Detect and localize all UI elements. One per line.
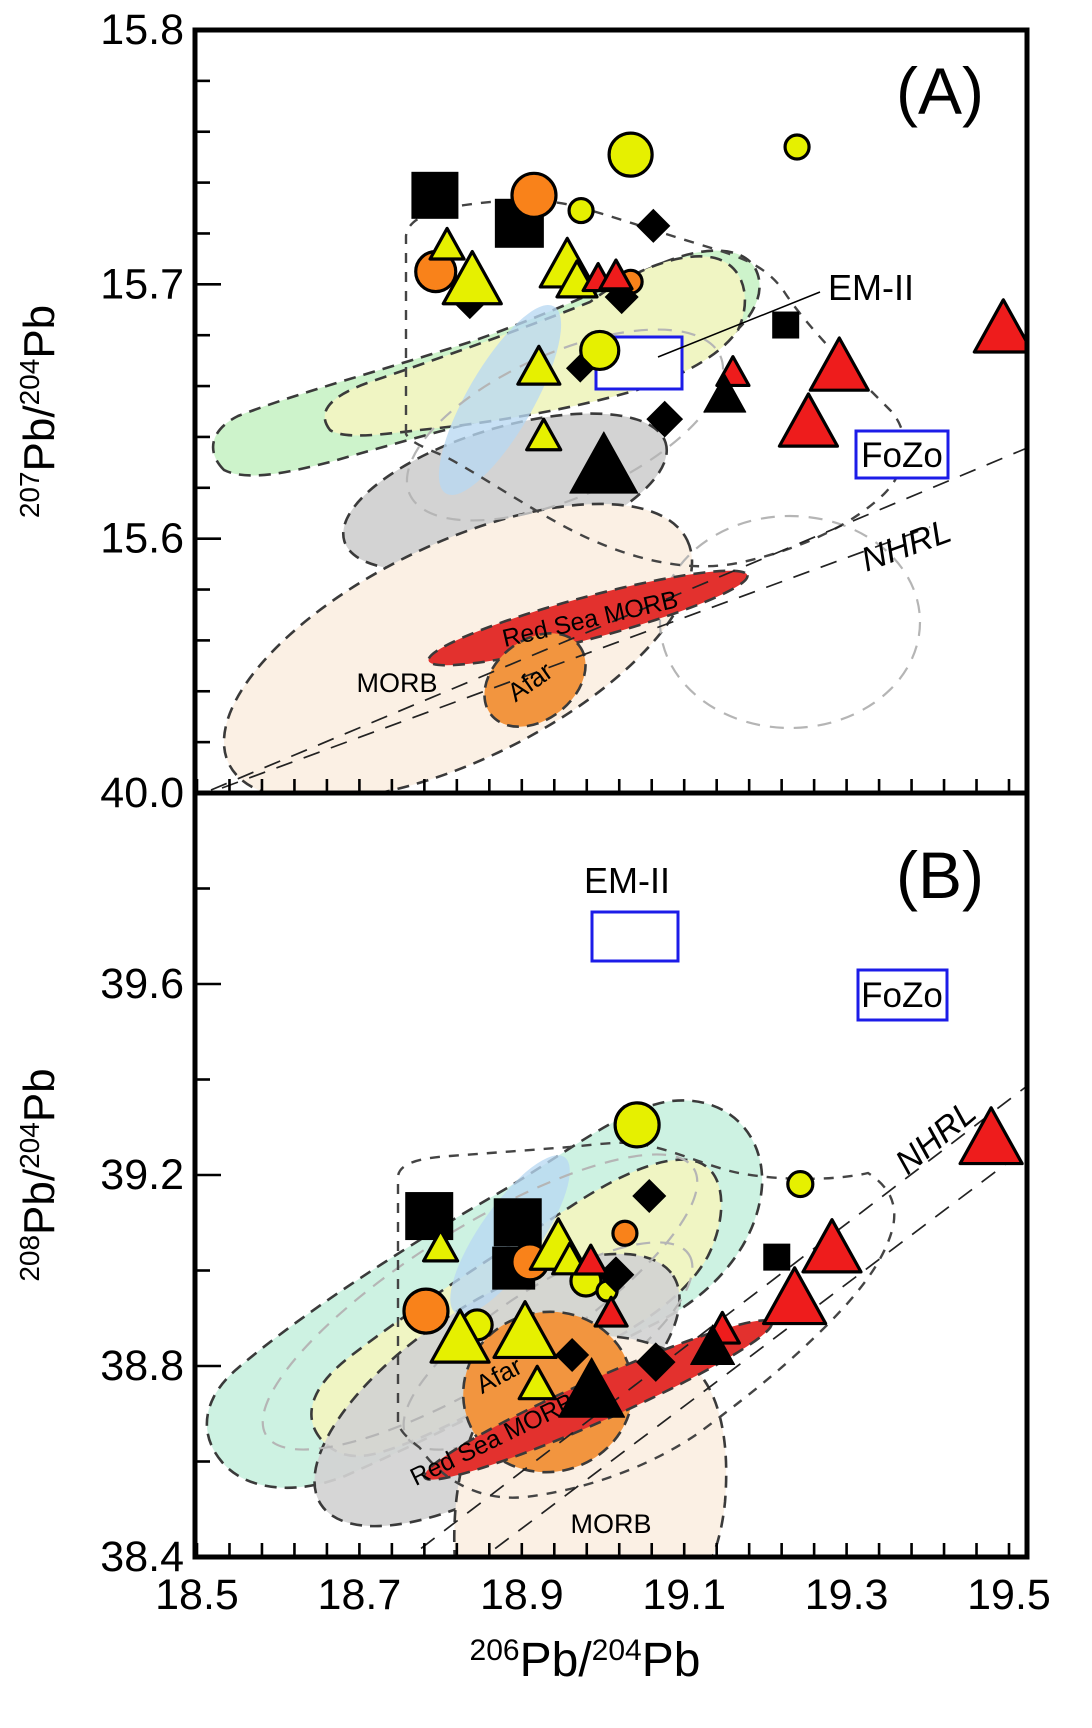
label-morb: MORB <box>357 668 438 698</box>
marker-red-triangle <box>598 258 634 291</box>
marker-red-triangle <box>808 336 870 392</box>
marker-black-diamond <box>636 1342 676 1382</box>
marker-black-square <box>772 311 800 339</box>
y-axis-title-b: 208Pb/204Pb <box>14 1068 64 1281</box>
label-em-ii: EM-II <box>828 267 914 308</box>
marker-yellow-circle <box>786 1169 815 1199</box>
marker-yellow-triangle <box>429 1308 491 1364</box>
y-tick-label: 15.6 <box>100 515 184 563</box>
y-tick-label: 15.7 <box>100 260 184 308</box>
marker-red-triangle <box>958 1106 1024 1166</box>
x-tick-label: 18.7 <box>318 1571 402 1619</box>
sample-outline <box>396 1141 896 1499</box>
marker-orange-circle <box>510 171 558 219</box>
marker-black-square <box>405 1192 454 1241</box>
marker-black-diamond <box>646 400 684 438</box>
field-afar-field <box>483 631 587 729</box>
marker-yellow-triangle <box>516 344 562 386</box>
marker-yellow-circle <box>613 1101 661 1149</box>
marker-yellow-circle <box>783 133 811 161</box>
fozo-box <box>856 968 949 1022</box>
ticks-a <box>195 28 1011 795</box>
x-axis-title: 206Pb/204Pb <box>470 1634 701 1687</box>
series-black-triangle <box>558 1324 736 1418</box>
field-blue-field <box>438 305 562 495</box>
y-tick-label: 15.8 <box>100 6 184 54</box>
y-tick-label: 38.8 <box>100 1342 184 1390</box>
series-black-diamond <box>555 1178 676 1382</box>
label-fozo: FoZo <box>861 976 943 1015</box>
marker-red-triangle <box>777 392 840 448</box>
marker-black-diamond <box>632 1178 667 1214</box>
x-tick-label: 19.1 <box>642 1571 726 1619</box>
marker-black-triangle <box>690 1324 736 1365</box>
marker-black-diamond <box>555 1337 590 1373</box>
marker-black-square <box>493 1198 542 1247</box>
label-em-ii: EM-II <box>584 860 670 901</box>
marker-yellow-triangle <box>441 249 503 306</box>
y-tick-label: 40.0 <box>100 769 184 817</box>
marker-yellow-circle <box>567 196 595 225</box>
x-tick-label: 19.3 <box>805 1571 889 1619</box>
marker-black-diamond <box>565 353 595 383</box>
marker-orange-circle <box>611 1219 639 1247</box>
series-yellow-triangle <box>422 1217 589 1401</box>
field-inner-lightgray-circle <box>658 514 922 730</box>
marker-yellow-triangle <box>428 226 466 261</box>
fozo-box <box>854 429 950 480</box>
x-tick-label: 18.9 <box>480 1571 564 1619</box>
y-tick-label: 39.2 <box>100 1151 184 1199</box>
label-morb: MORB <box>571 1509 652 1539</box>
series-red-triangle <box>573 1106 1024 1345</box>
marker-black-triangle <box>703 373 747 413</box>
marker-red-triangle <box>801 1218 863 1274</box>
marker-yellow-triangle <box>422 1228 460 1263</box>
em-ii-leader <box>657 291 821 358</box>
marker-yellow-triangle <box>492 1300 558 1360</box>
y-axis-title-a: 207Pb/204Pb <box>14 305 64 518</box>
panel-label-a: (A) <box>896 54 984 128</box>
y-tick-label: 38.4 <box>100 1533 184 1581</box>
panel-label-b: (B) <box>896 838 984 912</box>
nhrl-line <box>408 1085 1027 1557</box>
sample-outline <box>404 199 906 568</box>
y-tick-label: 39.6 <box>100 960 184 1008</box>
marker-black-square <box>411 171 459 219</box>
x-tick-label: 19.5 <box>967 1571 1051 1619</box>
em-ii-box <box>590 910 680 963</box>
ticks-b <box>195 791 1011 1559</box>
marker-black-diamond <box>636 208 671 243</box>
marker-yellow-circle <box>607 131 654 178</box>
marker-yellow-circle <box>579 329 621 372</box>
series-red-triangle <box>581 258 1027 448</box>
field-inner-lightgray-arc2 <box>402 1241 694 1451</box>
series-yellow-circle <box>567 131 811 372</box>
field-red-sea-morb-band <box>427 569 749 667</box>
marker-red-triangle <box>573 1243 609 1276</box>
marker-black-triangle <box>558 1357 626 1418</box>
second-dashed-line <box>221 526 931 789</box>
frame-b <box>192 790 1030 1560</box>
marker-black-square <box>763 1243 791 1271</box>
label-fozo: FoZo <box>861 436 943 475</box>
marker-black-triangle <box>569 431 639 494</box>
marker-red-triangle <box>762 1266 828 1326</box>
series-yellow-triangle <box>428 226 599 452</box>
marker-yellow-triangle <box>525 417 563 452</box>
marker-yellow-triangle <box>517 1364 557 1401</box>
marker-red-triangle <box>972 298 1027 354</box>
marker-red-triangle <box>593 1295 629 1328</box>
nhrl-line <box>210 447 1027 791</box>
series-black-triangle <box>569 373 747 494</box>
x-tick-label: 18.5 <box>155 1571 239 1619</box>
marker-orange-circle <box>402 1287 450 1335</box>
